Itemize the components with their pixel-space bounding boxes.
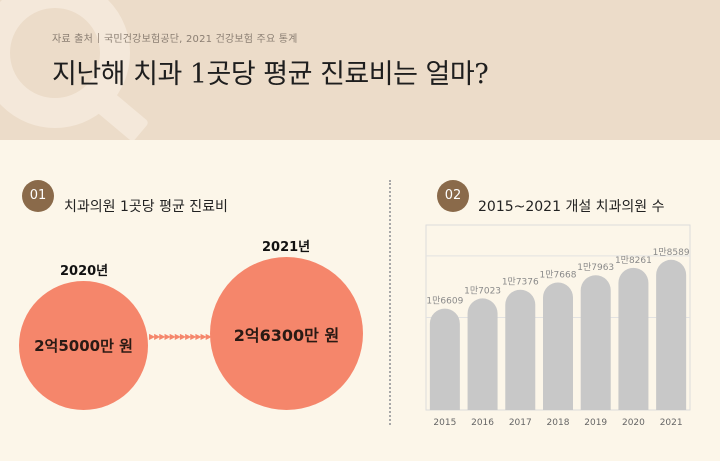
arrow-connector: ▶▶▶▶▶▶▶▶▶▶▶▶ [149,332,212,341]
bar-2021 [656,259,687,410]
x-tick-label-2016: 2016 [471,418,494,428]
x-tick-label-2021: 2021 [660,418,683,428]
bar-value-label-2018: 1만7668 [540,270,577,281]
bar-2016 [467,298,498,410]
year-2020-label: 2020년 [60,264,109,279]
source-separator [97,33,99,43]
x-tick-label-2020: 2020 [622,418,645,428]
cost-2020-value: 2억5000만 원 [34,337,133,355]
bar-value-label-2017: 1만7376 [502,277,539,288]
header-banner: 자료 출처 국민건강보험공단, 2021 건강보험 주요 통계 지난해 치과 1곳… [0,0,720,140]
cost-2021-value: 2억6300만 원 [233,325,340,345]
bar-value-label-2021: 1만8589 [653,247,690,258]
bar-2015 [429,308,460,410]
page-title: 지난해 치과 1곳당 평균 진료비는 얼마? [52,59,489,90]
x-tick-label-2018: 2018 [547,418,570,428]
cost-2020-circle: 2억5000만 원 [19,281,148,410]
source-text: 국민건강보험공단, 2021 건강보험 주요 통계 [103,34,298,45]
year-2021-label: 2021년 [262,240,311,255]
section1-title: 치과의원 1곳당 평균 진료비 [64,199,228,215]
bar-2017 [505,289,536,410]
bar-value-label-2015: 1만6609 [426,296,463,307]
x-tick-label-2015: 2015 [433,418,456,428]
bar-value-label-2019: 1만7963 [577,262,614,273]
bar-2020 [618,267,649,410]
x-tick-label-2017: 2017 [509,418,532,428]
bar-2019 [580,275,611,410]
source-label: 자료 출처 [52,34,93,45]
x-tick-label-2019: 2019 [584,418,607,428]
cost-2021-circle: 2억6300만 원 [210,257,363,410]
bar-value-label-2016: 1만7023 [464,285,501,296]
source-line: 자료 출처 국민건강보험공단, 2021 건강보험 주요 통계 [52,30,298,45]
bar-value-label-2020: 1만8261 [615,255,652,266]
section-divider [389,180,391,425]
section2-badge: 02 [437,180,469,212]
bar-2018 [543,282,573,410]
section1-badge: 01 [22,180,54,212]
section2-title: 2015~2021 개설 치과의원 수 [478,199,665,215]
